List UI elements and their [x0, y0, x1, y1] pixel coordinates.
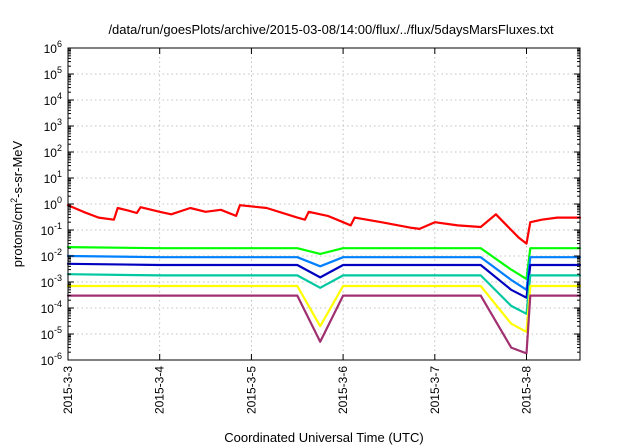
y-tick-label: 106: [44, 39, 62, 56]
y-tick-base: 10: [44, 42, 58, 56]
chart-title: /data/run/goesPlots/archive/2015-03-08/1…: [108, 22, 554, 37]
x-tick-label: 2015-3-4: [153, 366, 167, 414]
y-tick-base: 10: [41, 276, 55, 290]
y-tick-exp: 3: [57, 117, 62, 127]
y-tick-base: 10: [41, 250, 55, 264]
y-axis: 10-610-510-410-310-210-11001011021031041…: [41, 39, 580, 368]
y-tick-base: 10: [41, 328, 55, 342]
y-tick-base: 10: [44, 172, 58, 186]
y-tick-exp: -2: [54, 247, 62, 257]
series-layer: [66, 204, 582, 355]
y-tick-label: 10-1: [41, 221, 62, 238]
y-tick-exp: -1: [54, 221, 62, 231]
y-tick-exp: 6: [57, 39, 62, 49]
series-line-4: [66, 262, 582, 299]
x-tick-label: 2015-3-6: [336, 366, 350, 414]
y-tick-base: 10: [44, 94, 58, 108]
y-tick-label: 100: [44, 195, 62, 212]
y-tick-label: 104: [44, 91, 62, 108]
y-tick-label: 10-3: [41, 273, 62, 290]
y-tick-base: 10: [44, 198, 58, 212]
x-tick-label: 2015-3-7: [428, 366, 442, 414]
y-tick-exp: -5: [54, 325, 62, 335]
series-line-5: [66, 273, 582, 315]
y-tick-label: 10-2: [41, 247, 62, 264]
y-tick-base: 10: [41, 354, 55, 368]
series-line-1: [66, 204, 582, 245]
y-tick-label: 10-6: [41, 351, 62, 368]
y-tick-base: 10: [41, 224, 55, 238]
y-tick-exp: 1: [57, 169, 62, 179]
y-tick-exp: 2: [57, 143, 62, 153]
y-axis-label-base: protons/cm: [10, 203, 25, 267]
y-tick-base: 10: [44, 68, 58, 82]
y-tick-label: 10-5: [41, 325, 62, 342]
x-tick-label: 2015-3-8: [520, 366, 534, 414]
y-axis-label-rest: -s-sr-MeV: [10, 140, 25, 197]
y-tick-exp: -3: [54, 273, 62, 283]
x-axis-label: Coordinated Universal Time (UTC): [224, 430, 423, 445]
x-tick-label: 2015-3-3: [61, 366, 75, 414]
series-line-6: [66, 284, 582, 333]
y-tick-exp: 5: [57, 65, 62, 75]
y-tick-label: 103: [44, 117, 62, 134]
y-tick-base: 10: [44, 146, 58, 160]
y-tick-exp: -6: [54, 351, 62, 361]
x-axis: 2015-3-3 2015-3-4 2015-3-5 2015-3-6 2015-3-7…: [61, 48, 534, 414]
y-tick-label: 105: [44, 65, 62, 82]
y-tick-base: 10: [44, 120, 58, 134]
y-tick-label: 102: [44, 143, 62, 160]
y-axis-label-sup: 2: [9, 198, 19, 203]
y-tick-label: 10-4: [41, 299, 62, 316]
y-tick-base: 10: [41, 302, 55, 316]
x-tick-label: 2015-3-5: [244, 366, 258, 414]
y-axis-label: protons/cm2-s-sr-MeV: [9, 140, 25, 267]
y-tick-exp: 0: [57, 195, 62, 205]
y-tick-exp: 4: [57, 91, 62, 101]
y-tick-label: 101: [44, 169, 62, 186]
series-line-2: [66, 246, 582, 281]
y-tick-exp: -4: [54, 299, 62, 309]
series-line-7: [66, 294, 582, 355]
